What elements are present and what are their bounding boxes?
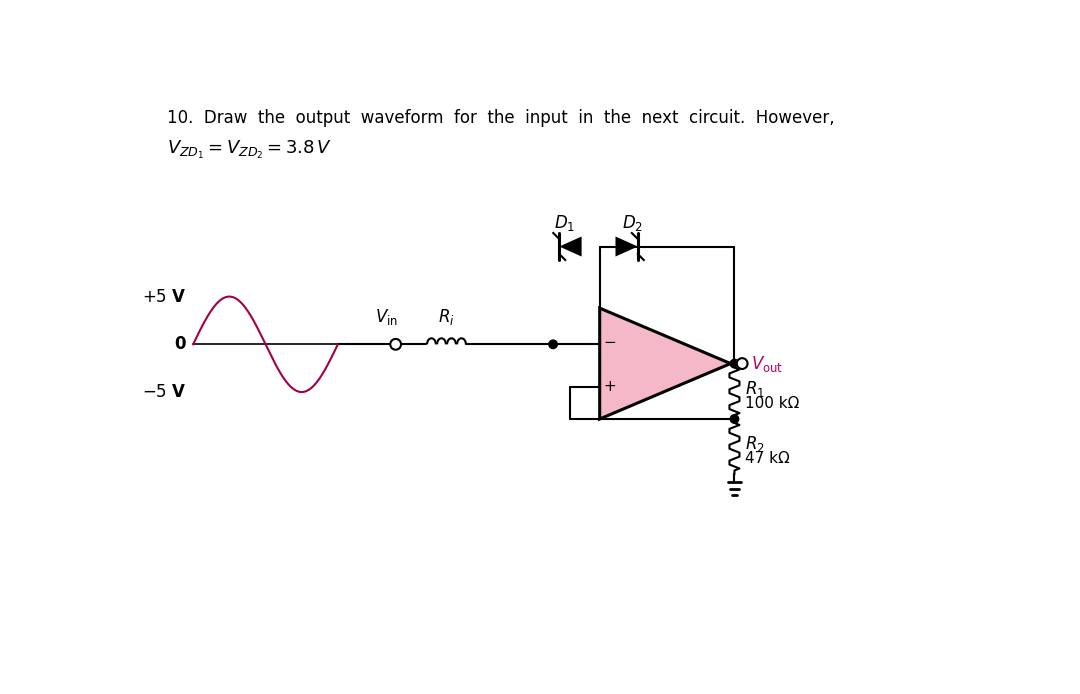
Text: $-$: $-$ bbox=[603, 333, 617, 348]
Text: $+$: $+$ bbox=[603, 380, 617, 394]
Text: $\mathbf{0}$: $\mathbf{0}$ bbox=[174, 335, 187, 353]
Text: $R_2$: $R_2$ bbox=[745, 434, 765, 454]
Text: $\mathit{V}_{\mathrm{in}}$: $\mathit{V}_{\mathrm{in}}$ bbox=[375, 307, 397, 328]
Text: 47 kΩ: 47 kΩ bbox=[745, 451, 789, 466]
Text: 10.  Draw  the  output  waveform  for  the  input  in  the  next  circuit.  Howe: 10. Draw the output waveform for the inp… bbox=[167, 110, 835, 128]
Text: $\mathit{D}_1$: $\mathit{D}_1$ bbox=[554, 212, 575, 232]
Polygon shape bbox=[616, 237, 638, 257]
Text: $\mathit{V}_{\mathrm{out}}$: $\mathit{V}_{\mathrm{out}}$ bbox=[752, 353, 784, 373]
Circle shape bbox=[390, 339, 401, 350]
Text: $V_{ZD_1} = V_{ZD_2} = 3.8\,V$: $V_{ZD_1} = V_{ZD_2} = 3.8\,V$ bbox=[167, 139, 332, 161]
Circle shape bbox=[549, 340, 557, 348]
Polygon shape bbox=[599, 308, 730, 419]
Text: $\mathit{D}_2$: $\mathit{D}_2$ bbox=[622, 212, 644, 232]
Text: $\mathit{R}_{\mathit{i}}$: $\mathit{R}_{\mathit{i}}$ bbox=[438, 307, 455, 328]
Text: 100 kΩ: 100 kΩ bbox=[745, 396, 799, 411]
Text: $R_1$: $R_1$ bbox=[745, 378, 765, 398]
Circle shape bbox=[737, 358, 747, 369]
Polygon shape bbox=[559, 237, 582, 257]
Circle shape bbox=[730, 359, 739, 368]
Circle shape bbox=[730, 415, 739, 423]
Text: $-5\ \mathbf{V}$: $-5\ \mathbf{V}$ bbox=[143, 383, 187, 401]
Text: $+5\ \mathbf{V}$: $+5\ \mathbf{V}$ bbox=[143, 287, 187, 305]
